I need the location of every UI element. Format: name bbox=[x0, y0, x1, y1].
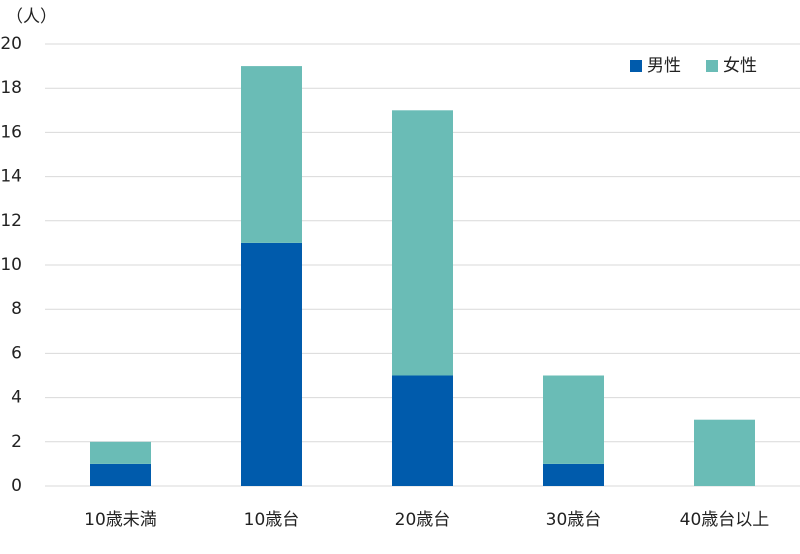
bar-segment bbox=[392, 110, 453, 376]
y-tick-label: 6 bbox=[11, 343, 22, 363]
y-tick-label: 14 bbox=[0, 167, 22, 187]
legend-swatch bbox=[630, 60, 642, 72]
x-tick-label: 10歳台 bbox=[244, 510, 300, 530]
y-tick-label: 8 bbox=[11, 299, 22, 319]
bar-segment bbox=[543, 375, 604, 464]
bar-segment bbox=[543, 463, 604, 486]
bar-segment bbox=[241, 242, 302, 486]
y-tick-label: 2 bbox=[11, 432, 22, 452]
y-tick-label: 18 bbox=[0, 78, 22, 98]
bar-segment bbox=[90, 441, 151, 464]
y-tick-label: 16 bbox=[0, 122, 22, 142]
y-axis-label: （人） bbox=[6, 7, 57, 27]
y-tick-label: 12 bbox=[0, 211, 22, 231]
x-tick-label: 40歳台以上 bbox=[680, 510, 770, 530]
x-tick-label: 10歳未満 bbox=[84, 510, 157, 530]
legend-label: 女性 bbox=[723, 56, 757, 76]
bar-segment bbox=[90, 463, 151, 486]
x-tick-label: 20歳台 bbox=[395, 510, 451, 530]
x-tick-label: 30歳台 bbox=[546, 510, 602, 530]
bar-segment bbox=[392, 375, 453, 486]
y-tick-label: 20 bbox=[0, 34, 22, 54]
bar-segment bbox=[694, 419, 755, 486]
legend-swatch bbox=[706, 60, 718, 72]
y-tick-label: 10 bbox=[0, 255, 22, 275]
y-tick-label: 4 bbox=[11, 388, 22, 408]
y-tick-label: 0 bbox=[11, 476, 22, 496]
legend-label: 男性 bbox=[647, 56, 681, 76]
bar-segment bbox=[241, 66, 302, 243]
